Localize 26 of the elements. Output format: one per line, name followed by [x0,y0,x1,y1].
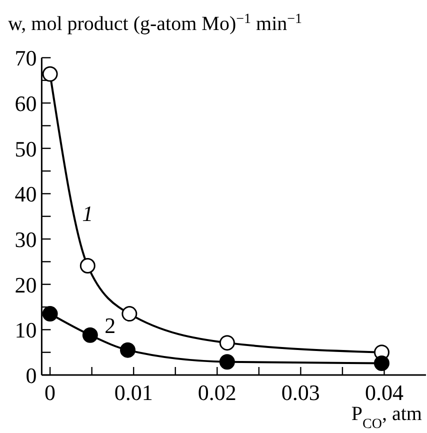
x-tick-label: 0.04 [364,380,404,405]
x-axis-title: P$_{CO}$, atm [351,403,422,432]
x-tick-label: 0.02 [198,380,236,405]
point [80,258,96,274]
point [374,355,390,371]
y-tick-label: 60 [14,91,37,116]
y-axis-title: w, mol product (g-atom Mo)$^{−1}$ min$^{−1}$ [8,12,302,35]
y-tick-label: 10 [14,318,37,343]
point [42,306,58,322]
x-tick-label: 0.01 [114,380,153,405]
y-tick-label: 0 [26,363,37,388]
y-tick-label: 70 [14,46,37,71]
point [42,66,58,82]
point [219,335,235,351]
y-tick-label: 30 [14,227,37,252]
series-label: 2 [104,313,116,338]
y-tick-label: 50 [14,136,37,162]
point [122,306,138,322]
point [219,354,235,370]
series-label: 1 [82,200,94,226]
y-tick-label: 20 [14,272,37,298]
y-tick-label: 40 [14,182,37,207]
x-tick-label: 0 [44,380,56,405]
x-tick-label: 0.03 [281,380,320,405]
point [120,342,136,358]
point [82,327,98,343]
